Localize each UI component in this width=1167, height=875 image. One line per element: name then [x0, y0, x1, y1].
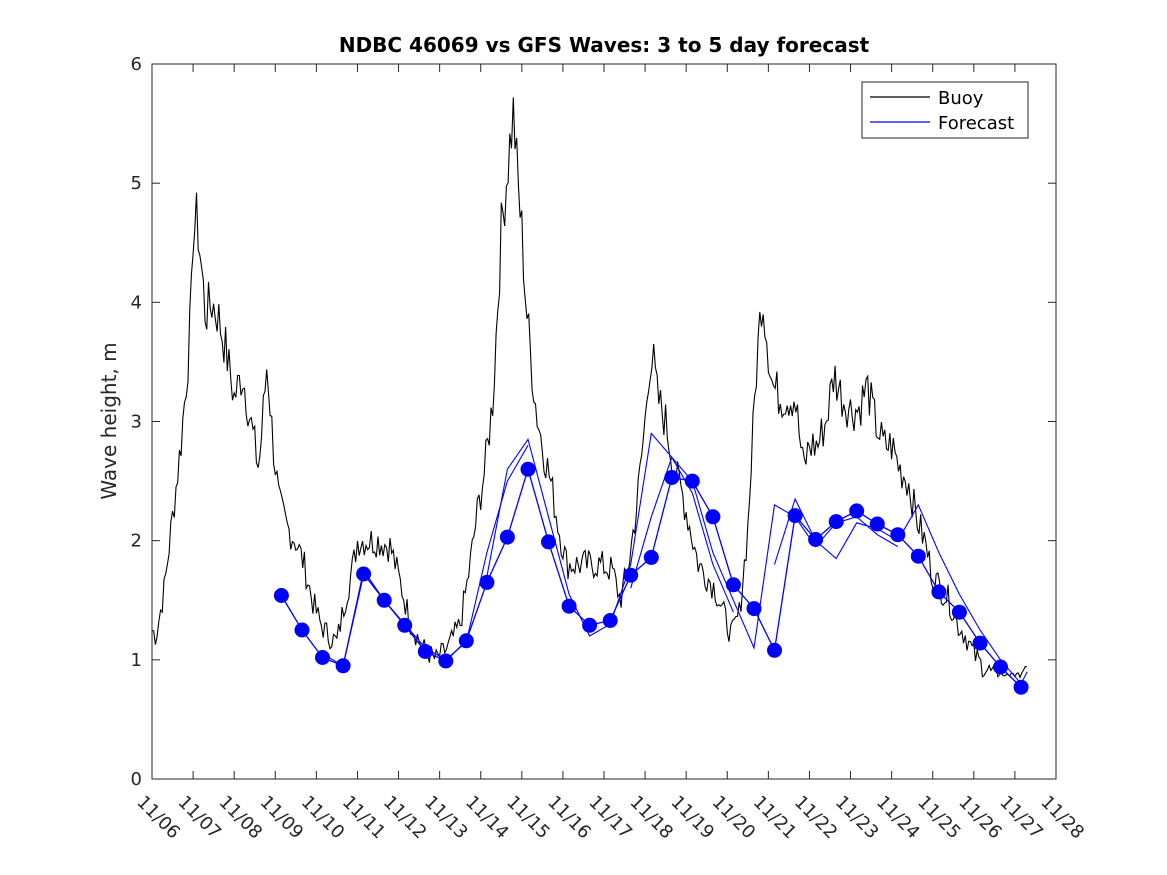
forecast-marker [438, 653, 454, 669]
forecast-marker [417, 644, 433, 659]
plot-area [151, 63, 1057, 780]
forecast-marker [869, 516, 885, 532]
legend-buoy-label: Buoy [938, 88, 984, 109]
forecast-marker [664, 470, 680, 485]
forecast-marker [746, 601, 762, 617]
forecast-marker [705, 509, 721, 525]
legend-box [861, 81, 1029, 139]
forecast-marker [294, 622, 310, 638]
forecast-marker [582, 617, 598, 633]
buoy-series [151, 97, 1027, 679]
forecast-marker [376, 592, 392, 608]
forecast-marker [684, 473, 700, 489]
y-tick-label: 2 [131, 531, 142, 552]
y-axis-label: Wave height, m [97, 342, 121, 499]
forecast-marker [1013, 679, 1029, 695]
forecast-marker [767, 642, 782, 658]
chart-title: NDBC 46069 vs GFS Waves: 3 to 5 day fore… [339, 33, 870, 57]
forecast-marker [623, 567, 639, 583]
forecast-marker [499, 529, 515, 545]
forecast-run-line [630, 456, 899, 650]
forecast-marker [479, 574, 495, 590]
forecast-marker [725, 577, 741, 593]
buoy-line [151, 97, 1027, 679]
forecast-marker [972, 635, 988, 651]
forecast-series [273, 432, 1029, 695]
y-tick-label: 5 [131, 173, 142, 194]
forecast-marker [890, 527, 906, 543]
forecast-marker [315, 650, 330, 665]
y-tick-label: 6 [131, 54, 142, 75]
forecast-marker [458, 633, 474, 649]
forecast-marker [931, 584, 947, 600]
forecast-marker [541, 534, 556, 550]
forecast-marker [520, 461, 536, 477]
forecast-marker [951, 604, 967, 620]
forecast-marker [849, 503, 865, 519]
legend: Buoy Forecast [861, 81, 1029, 139]
y-tick-label: 0 [131, 769, 142, 790]
forecast-marker [273, 588, 289, 603]
forecast-marker [561, 598, 577, 614]
forecast-marker [397, 617, 413, 633]
forecast-marker [808, 532, 824, 547]
y-tick-label: 3 [131, 412, 142, 433]
forecast-marker [993, 659, 1008, 675]
forecast-marker [356, 566, 372, 582]
forecast-marker [828, 514, 844, 530]
forecast-marker [335, 658, 351, 674]
forecast-marker [602, 613, 618, 628]
forecast-marker [910, 548, 926, 564]
y-axis: 0 1 2 3 4 5 6 [131, 54, 1056, 790]
y-tick-label: 1 [131, 650, 142, 671]
legend-forecast-label: Forecast [938, 113, 1014, 134]
axes-box [151, 63, 1057, 780]
forecast-marker [787, 508, 803, 524]
y-tick-label: 4 [131, 292, 142, 313]
forecast-marker [643, 549, 659, 565]
